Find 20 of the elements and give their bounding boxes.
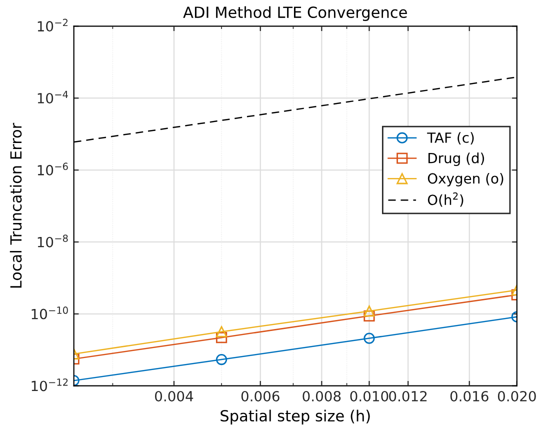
legend-label: Drug (d) xyxy=(428,152,484,166)
x-tick-label: 0.016 xyxy=(450,390,488,402)
x-tick-label: 0.008 xyxy=(302,390,341,402)
y-axis-title: Local Truncation Error xyxy=(10,122,22,288)
y-tick-label: 10$^{−4}$ xyxy=(38,90,68,104)
y-tick-label: 10$^{−8}$ xyxy=(38,234,68,248)
legend-label: O(h$^{2}$) xyxy=(428,192,464,207)
legend-label: TAF (c) xyxy=(427,132,474,145)
legend-label: Oxygen (o) xyxy=(428,172,504,186)
x-tick-label: 0.020 xyxy=(498,390,536,402)
y-tick-label: 10$^{−12}$ xyxy=(32,378,68,392)
x-tick-label: 0.004 xyxy=(155,390,194,402)
y-tick-label: 10$^{−2}$ xyxy=(38,18,68,32)
y-tick-label: 10$^{−6}$ xyxy=(38,162,68,176)
x-axis-title: Spatial step size (h) xyxy=(220,410,370,425)
y-tick-label: 10$^{−10}$ xyxy=(32,306,68,320)
x-tick-label: 0.010 xyxy=(350,390,388,402)
x-tick-label: 0.012 xyxy=(389,390,427,402)
chart-title: ADI Method LTE Convergence xyxy=(183,6,407,22)
x-tick-label: 0.006 xyxy=(241,390,280,402)
